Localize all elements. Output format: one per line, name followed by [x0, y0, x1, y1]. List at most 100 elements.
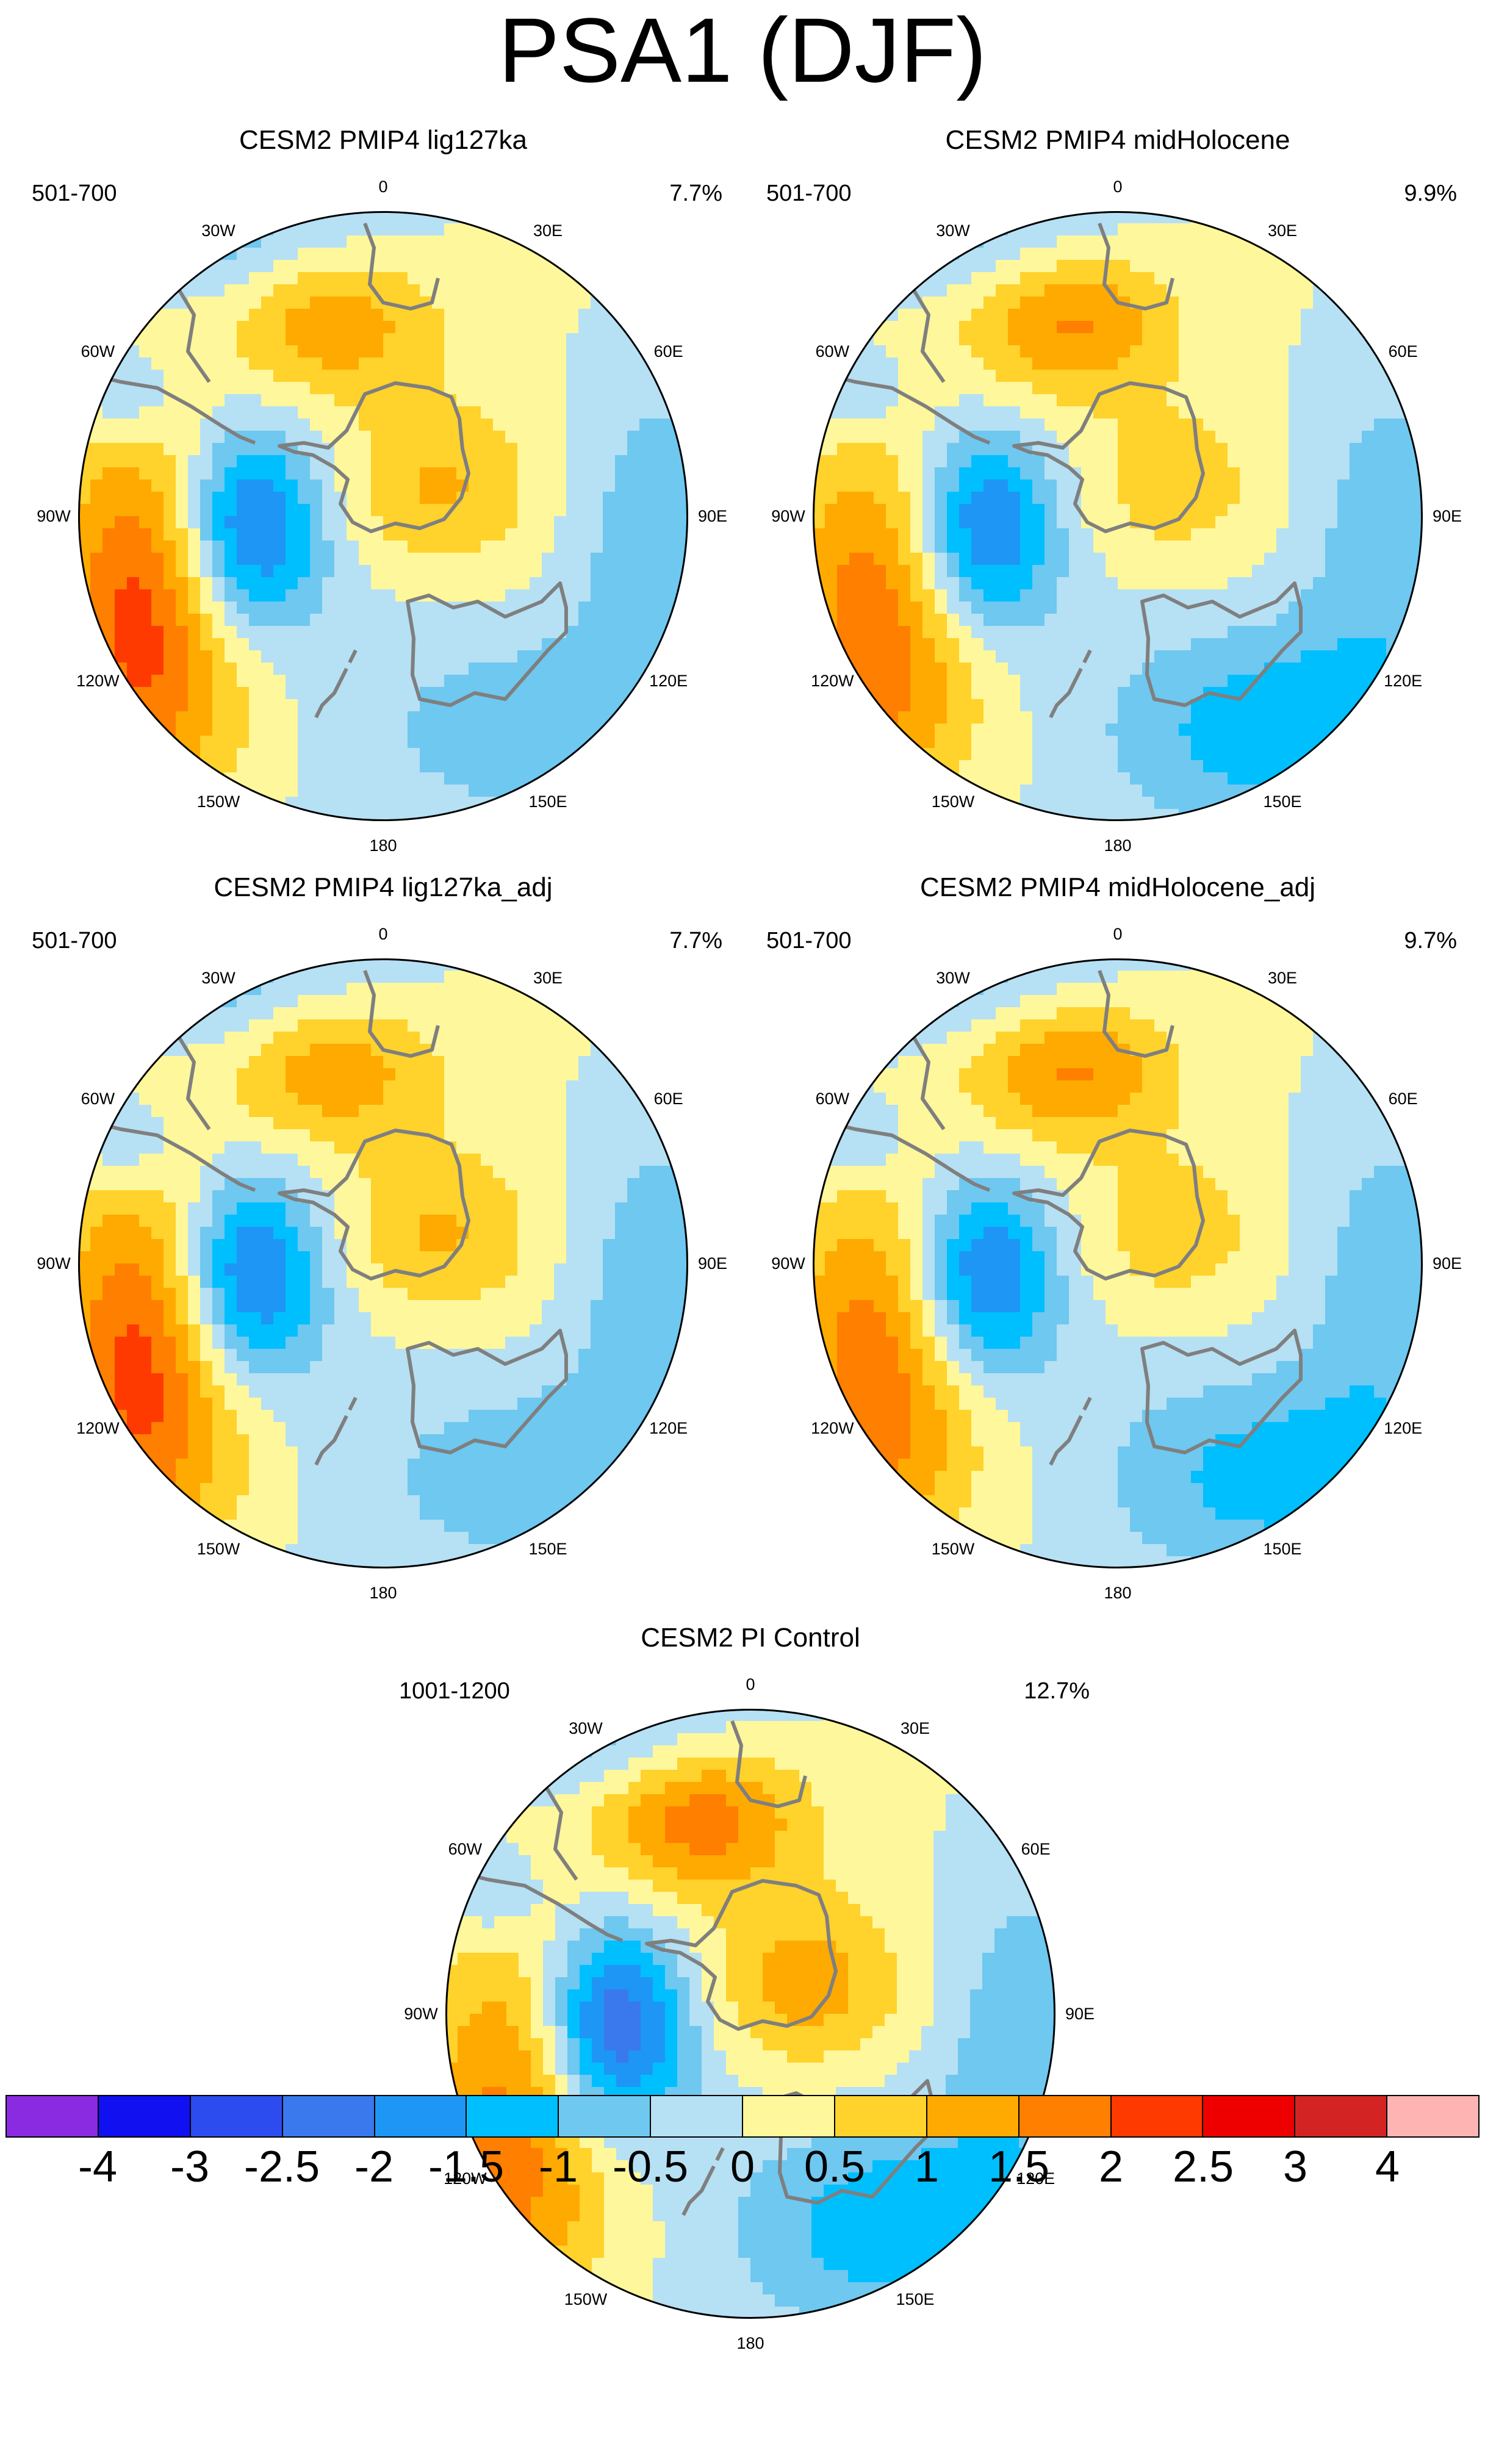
field-cell	[273, 309, 286, 321]
field-cell	[237, 650, 250, 663]
field-cell	[1398, 589, 1411, 602]
field-cell	[1032, 406, 1045, 419]
field-cell	[139, 541, 152, 553]
field-cell	[910, 516, 923, 529]
field-cell	[347, 995, 359, 1008]
field-cell	[1240, 480, 1253, 492]
field-cell	[249, 1154, 262, 1166]
field-cell	[212, 711, 225, 724]
field-cell	[273, 467, 286, 480]
field-cell	[347, 1007, 359, 1020]
field-cell	[996, 614, 1009, 627]
field-cell	[298, 431, 311, 444]
field-cell	[432, 614, 445, 627]
field-cell	[1081, 272, 1094, 285]
field-cell	[212, 467, 225, 480]
field-cell	[1276, 467, 1289, 480]
field-cell	[505, 418, 518, 431]
field-cell	[983, 455, 996, 468]
field-cell	[395, 983, 408, 996]
field-cell	[383, 602, 396, 614]
field-cell	[615, 528, 628, 541]
field-cell	[334, 309, 347, 321]
field-cell	[420, 626, 433, 639]
field-cell	[188, 1007, 201, 1020]
field-cell	[1045, 504, 1057, 517]
field-cell	[261, 272, 274, 285]
field-cell	[176, 431, 189, 444]
field-cell	[322, 602, 335, 614]
field-cell	[225, 1032, 237, 1044]
field-cell	[408, 333, 420, 346]
field-cell	[1362, 638, 1375, 651]
field-cell	[935, 553, 947, 566]
field-cell	[1313, 736, 1326, 749]
field-cell	[347, 553, 359, 566]
field-cell	[322, 1056, 335, 1069]
field-cell	[1252, 577, 1265, 590]
field-cell	[164, 516, 176, 529]
field-cell	[456, 284, 469, 297]
field-cell	[420, 223, 433, 236]
field-cell	[1301, 699, 1314, 712]
field-cell	[983, 589, 996, 602]
field-cell	[310, 480, 323, 492]
field-cell	[1325, 467, 1338, 480]
field-cell	[493, 357, 506, 370]
field-cell	[849, 370, 862, 383]
field-cell	[420, 663, 433, 675]
field-cell	[249, 406, 262, 419]
field-cell	[127, 455, 140, 468]
field-cell	[1313, 431, 1326, 444]
field-cell	[481, 333, 494, 346]
field-cell	[469, 983, 481, 996]
field-cell	[420, 272, 433, 285]
field-cell	[164, 711, 176, 724]
field-cell	[1240, 785, 1253, 797]
field-cell	[959, 577, 972, 590]
field-cell	[627, 541, 640, 553]
field-cell	[334, 516, 347, 529]
field-cell	[554, 687, 567, 700]
field-cell	[1057, 357, 1070, 370]
field-cell	[566, 711, 579, 724]
field-cell	[1350, 541, 1362, 553]
field-cell	[90, 1190, 103, 1203]
field-cell	[395, 272, 408, 285]
field-cell	[1008, 760, 1021, 773]
field-cell	[1264, 382, 1277, 395]
field-cell	[322, 394, 335, 407]
field-cell	[164, 504, 176, 517]
field-cell	[469, 1166, 481, 1179]
field-cell	[615, 541, 628, 553]
field-cell	[996, 480, 1009, 492]
field-cell	[1252, 370, 1265, 383]
field-cell	[971, 553, 984, 566]
field-cell	[1167, 760, 1179, 773]
field-cell	[603, 626, 616, 639]
field-cell	[469, 553, 481, 566]
field-cell	[1289, 553, 1301, 566]
field-cell	[188, 553, 201, 566]
field-cell	[505, 1019, 518, 1032]
field-cell	[359, 492, 372, 505]
field-cell	[420, 577, 433, 590]
field-cell	[910, 406, 923, 419]
field-cell	[469, 663, 481, 675]
field-cell	[578, 687, 591, 700]
field-cell	[347, 663, 359, 675]
field-cell	[603, 663, 616, 675]
field-cell	[1142, 480, 1155, 492]
field-cell	[444, 418, 457, 431]
field-cell	[505, 565, 518, 578]
field-cell	[286, 995, 298, 1008]
field-cell	[1032, 223, 1045, 236]
field-cell	[1008, 394, 1021, 407]
field-cell	[1179, 309, 1192, 321]
field-cell	[151, 1178, 164, 1191]
field-cell	[371, 1117, 384, 1130]
field-cell	[1252, 480, 1265, 492]
field-cell	[1179, 211, 1192, 224]
field-cell	[1130, 272, 1143, 285]
